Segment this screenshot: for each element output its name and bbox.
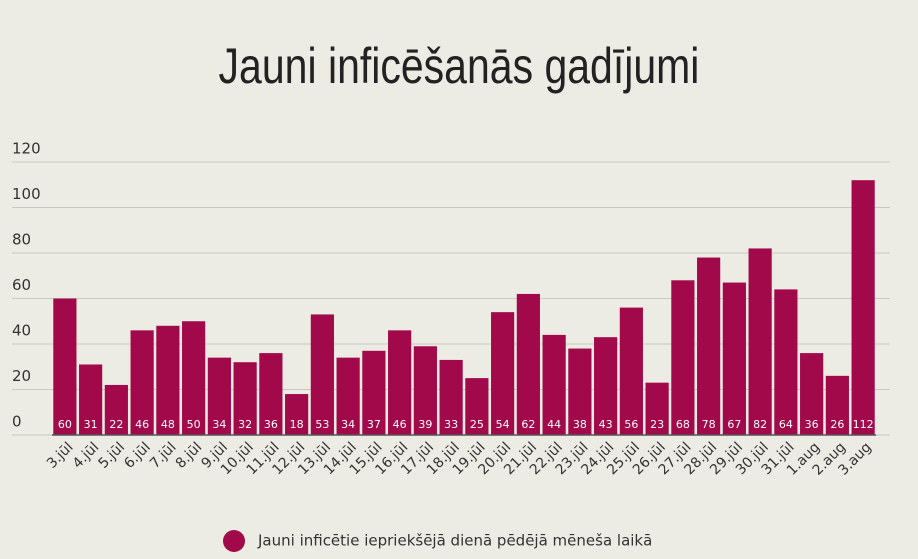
value-label: 33 <box>444 418 458 431</box>
value-label: 32 <box>238 418 252 431</box>
x-tick-label: 4.jūl <box>70 439 103 472</box>
bar <box>362 350 386 435</box>
bar <box>130 330 154 435</box>
bar <box>104 384 128 435</box>
bar <box>207 357 231 435</box>
legend-label: Jauni inficētie iepriekšējā dienā pēdējā… <box>257 532 652 550</box>
value-label: 38 <box>573 418 587 431</box>
bar <box>542 334 566 435</box>
value-label: 54 <box>496 418 510 431</box>
x-tick-label: 8.jūl <box>173 439 206 472</box>
value-label: 46 <box>393 418 407 431</box>
value-label: 26 <box>830 418 844 431</box>
y-tick-label: 20 <box>12 367 31 385</box>
bar <box>336 357 360 435</box>
bar <box>465 378 489 435</box>
bar <box>825 375 849 435</box>
value-label: 48 <box>161 418 175 431</box>
bar <box>619 307 643 435</box>
bar <box>182 321 206 435</box>
value-label: 34 <box>341 418 355 431</box>
chart-title: Jauni inficēšanās gadījumi <box>219 38 700 94</box>
value-label: 78 <box>702 418 716 431</box>
bar <box>388 330 412 435</box>
bar <box>697 257 721 435</box>
bar <box>722 282 746 435</box>
value-label: 37 <box>367 418 381 431</box>
value-label: 23 <box>650 418 664 431</box>
bar <box>259 353 283 435</box>
value-label: 68 <box>676 418 690 431</box>
value-label: 39 <box>418 418 432 431</box>
value-label: 18 <box>290 418 304 431</box>
bar <box>491 312 515 435</box>
x-tick-label: 3.jūl <box>44 439 77 472</box>
value-label: 31 <box>84 418 98 431</box>
bar <box>516 293 540 435</box>
value-label: 67 <box>727 418 741 431</box>
x-tick-label: 5.jūl <box>95 439 128 472</box>
value-label: 82 <box>753 418 767 431</box>
value-label: 112 <box>853 418 874 431</box>
x-tick-label: 7.jūl <box>147 439 180 472</box>
bar <box>53 298 77 435</box>
bar <box>310 314 334 435</box>
value-label: 43 <box>599 418 613 431</box>
bar <box>413 346 437 435</box>
value-label: 50 <box>187 418 201 431</box>
bar <box>774 289 798 435</box>
legend-marker <box>223 530 245 552</box>
bar <box>156 325 180 435</box>
y-tick-label: 0 <box>12 413 22 431</box>
bar <box>285 394 309 435</box>
bar <box>568 348 592 435</box>
bar <box>800 353 824 435</box>
y-tick-label: 80 <box>12 231 31 249</box>
value-label: 44 <box>547 418 561 431</box>
value-label: 46 <box>135 418 149 431</box>
value-label: 22 <box>109 418 123 431</box>
bar <box>748 248 772 435</box>
value-label: 56 <box>624 418 638 431</box>
bar <box>79 364 103 435</box>
value-label: 62 <box>521 418 535 431</box>
value-label: 64 <box>779 418 793 431</box>
value-label: 25 <box>470 418 484 431</box>
y-tick-label: 120 <box>12 140 41 158</box>
bar <box>671 280 695 435</box>
x-tick-label: 6.jūl <box>121 439 154 472</box>
value-label: 53 <box>315 418 329 431</box>
bar <box>645 382 669 435</box>
bar <box>439 359 463 435</box>
bar <box>233 362 257 435</box>
value-label: 34 <box>212 418 226 431</box>
y-tick-label: 40 <box>12 322 31 340</box>
value-label: 36 <box>264 418 278 431</box>
value-label: 36 <box>805 418 819 431</box>
bar <box>851 180 875 435</box>
value-label: 60 <box>58 418 72 431</box>
y-tick-label: 60 <box>12 276 31 294</box>
bar <box>594 337 618 435</box>
y-tick-label: 100 <box>12 185 41 203</box>
